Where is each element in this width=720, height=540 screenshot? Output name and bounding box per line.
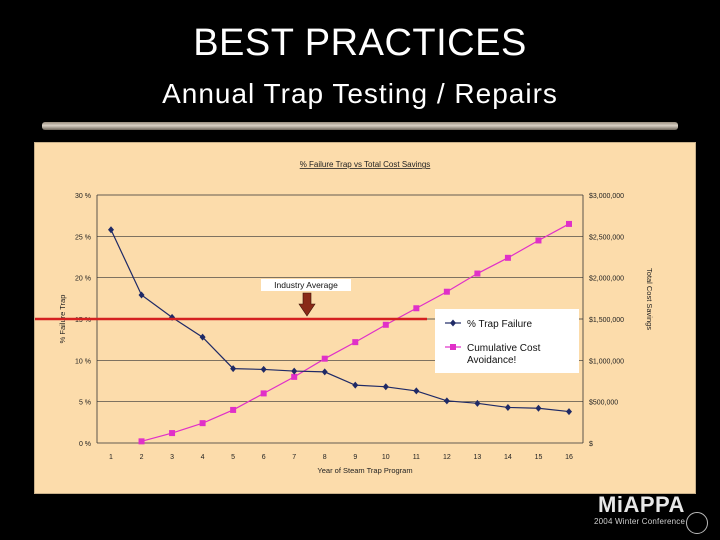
legend-marker-failure <box>450 319 456 327</box>
x-tick-label: 14 <box>504 454 512 461</box>
x-tick-label: 4 <box>201 454 205 461</box>
savings-point <box>474 270 481 277</box>
miappa-logo: MiAPPA 2004 Winter Conference <box>580 486 710 534</box>
y2-tick-label: $ <box>589 441 593 448</box>
y-tick-label: 5 % <box>79 400 91 407</box>
failure-point <box>138 291 145 299</box>
failure-point <box>108 226 114 234</box>
legend-label-savings-line2: Avoidance! <box>467 355 516 366</box>
x-tick-label: 12 <box>443 454 451 461</box>
savings-point <box>230 406 237 413</box>
title-divider <box>42 122 678 130</box>
savings-point <box>443 288 450 295</box>
y-tick-label: 10 % <box>75 358 91 365</box>
logo-caption: 2004 Winter Conference <box>594 517 686 526</box>
failure-point <box>474 399 481 407</box>
chart-title: % Failure Trap vs Total Cost Savings <box>300 160 431 169</box>
industry-average-label-box <box>261 279 351 291</box>
x-tick-label: 11 <box>413 454 420 461</box>
failure-point <box>169 313 176 321</box>
failure-point <box>413 387 420 395</box>
failure-point <box>382 383 389 391</box>
logo-wordmark: MiAPPA <box>598 492 685 517</box>
savings-point <box>291 373 298 380</box>
legend-marker-savings <box>450 344 456 350</box>
failure-point <box>321 368 328 376</box>
x-tick-label: 2 <box>140 454 144 461</box>
savings-point <box>199 420 206 427</box>
savings-point <box>382 321 389 328</box>
y2-tick-label: $2,000,000 <box>589 276 624 283</box>
failure-point <box>352 381 359 389</box>
slide-subtitle: Annual Trap Testing / Repairs <box>162 78 558 109</box>
y-tick-label: 30 % <box>75 193 91 200</box>
y-tick-label: 25 % <box>75 234 91 241</box>
x-tick-label: 5 <box>231 454 235 461</box>
slide-title: BEST PRACTICES <box>193 22 527 64</box>
savings-point <box>352 339 359 346</box>
failure-point <box>535 404 542 412</box>
industry-average-arrow <box>298 292 316 317</box>
failure-point <box>566 408 572 416</box>
savings-point <box>260 390 267 397</box>
legend-box <box>435 309 579 373</box>
savings-point <box>566 220 572 227</box>
x-tick-label: 10 <box>382 454 390 461</box>
failure-point <box>291 367 298 375</box>
michigan-seal-icon <box>686 512 708 534</box>
industry-average-label: Industry Average <box>274 280 338 290</box>
failure-point <box>443 397 450 405</box>
x-tick-label: 15 <box>535 454 543 461</box>
savings-point <box>413 305 420 312</box>
savings-point <box>321 355 328 362</box>
y-tick-label: 20 % <box>75 276 91 283</box>
x-tick-label: 9 <box>353 454 357 461</box>
failure-point <box>230 365 237 373</box>
savings-point <box>138 438 145 445</box>
x-tick-label: 3 <box>170 454 174 461</box>
failure-point <box>504 403 511 411</box>
y2-tick-label: $3,000,000 <box>589 193 624 200</box>
y2-tick-label: $2,500,000 <box>589 234 624 241</box>
failure-point <box>260 365 267 373</box>
x-tick-label: 1 <box>109 454 113 461</box>
chart-area: % Failure Trap vs Total Cost Savings 0 % 5… <box>34 142 696 494</box>
x-tick-label: 7 <box>292 454 296 461</box>
legend-label-failure: % Trap Failure <box>467 319 532 330</box>
y2-axis-label: Total Cost Savings <box>645 268 654 330</box>
savings-point <box>169 430 176 437</box>
y-tick-label: 15 % <box>75 317 91 324</box>
savings-point <box>535 237 542 244</box>
failure-point <box>199 333 206 341</box>
x-tick-label: 13 <box>474 454 482 461</box>
savings-point <box>504 254 511 261</box>
x-axis-label: Year of Steam Trap Program <box>317 466 412 475</box>
x-tick-label: 6 <box>262 454 266 461</box>
y2-tick-label: $500,000 <box>589 400 618 407</box>
y-tick-label: 0 % <box>79 441 91 448</box>
y2-tick-label: $1,500,000 <box>589 317 624 324</box>
chart-svg: % Failure Trap vs Total Cost Savings 0 % 5… <box>35 160 654 475</box>
legend-label-savings-line1: Cumulative Cost <box>467 343 541 354</box>
x-tick-label: 16 <box>565 454 573 461</box>
y2-tick-label: $1,000,000 <box>589 358 624 365</box>
failure-series-line <box>110 229 570 413</box>
x-tick-label: 8 <box>323 454 327 461</box>
